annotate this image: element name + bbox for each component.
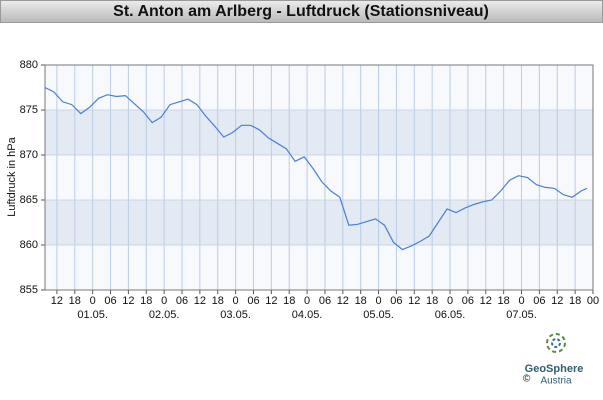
- grid-band: [45, 200, 593, 245]
- logo-icon: [551, 338, 561, 348]
- x-tick-label: 0: [376, 295, 382, 307]
- x-tick-label: 0: [161, 295, 167, 307]
- x-tick-label: 12: [408, 295, 420, 307]
- y-axis-label: Luftdruck in hPa: [6, 136, 18, 216]
- x-tick-label: 00: [587, 295, 599, 307]
- x-tick-label: 06: [319, 295, 331, 307]
- logo: [546, 333, 566, 353]
- y-tick-label: 865: [20, 194, 38, 206]
- y-tick-label: 855: [20, 284, 38, 296]
- y-tick-label: 860: [20, 239, 38, 251]
- x-tick-label: 06: [247, 295, 259, 307]
- date-label: 06.05.: [435, 309, 466, 321]
- x-tick-label: 12: [480, 295, 492, 307]
- x-tick-label: 06: [533, 295, 545, 307]
- x-tick-label: 12: [265, 295, 277, 307]
- grid-band: [45, 110, 593, 155]
- date-label: 03.05.: [220, 309, 251, 321]
- plot-border: [44, 64, 594, 291]
- x-tick-label: 12: [551, 295, 563, 307]
- copyright: ©: [523, 374, 531, 385]
- x-tick-label: 06: [462, 295, 474, 307]
- x-tick-label: 18: [498, 295, 510, 307]
- chart-title: St. Anton am Arlberg - Luftdruck (Statio…: [113, 3, 489, 20]
- logo-icon: [546, 333, 566, 353]
- x-tick-label: 18: [212, 295, 224, 307]
- date-label: 07.05.: [506, 309, 537, 321]
- x-tick-label: 0: [90, 295, 96, 307]
- y-tick-label: 870: [20, 149, 38, 161]
- x-tick-label: 18: [426, 295, 438, 307]
- logo-name: GeoSphere: [525, 363, 584, 375]
- date-label: 01.05.: [77, 309, 108, 321]
- x-tick-label: 12: [122, 295, 134, 307]
- x-tick-label: 18: [355, 295, 367, 307]
- x-tick-label: 0: [233, 295, 239, 307]
- x-tick-label: 18: [283, 295, 295, 307]
- date-label: 05.05.: [363, 309, 394, 321]
- x-tick-label: 12: [194, 295, 206, 307]
- x-tick-label: 18: [140, 295, 152, 307]
- x-tick-label: 12: [337, 295, 349, 307]
- date-label: 04.05.: [292, 309, 323, 321]
- x-tick-label: 06: [390, 295, 402, 307]
- x-tick-label: 06: [176, 295, 188, 307]
- data-line: [44, 86, 588, 251]
- x-tick-label: 06: [104, 295, 116, 307]
- y-tick-label: 875: [20, 104, 38, 116]
- date-label: 02.05.: [149, 309, 180, 321]
- x-tick-label: 18: [69, 295, 81, 307]
- y-tick-label: 880: [20, 59, 38, 71]
- x-tick-label: 0: [518, 295, 524, 307]
- x-tick-label: 0: [304, 295, 310, 307]
- plot-area: 12 18 0 06 12 18 0 06 12 18 0 06 12 18 0 06 12 18 0 06 12 18 0…: [20, 59, 599, 321]
- logo-sub: Austria: [540, 376, 572, 387]
- x-tick-label: 18: [569, 295, 581, 307]
- x-tick-label: 12: [51, 295, 63, 307]
- x-tick-label: 0: [447, 295, 453, 307]
